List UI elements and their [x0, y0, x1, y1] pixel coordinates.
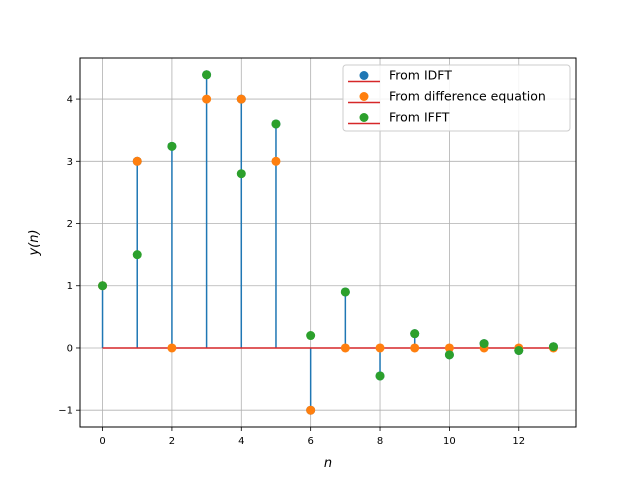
data-point: [306, 331, 316, 341]
data-point: [444, 343, 454, 353]
y-tick-label: 4: [67, 95, 73, 106]
y-axis-label: y(n): [27, 229, 42, 256]
x-tick-label: 12: [512, 436, 525, 447]
data-point: [167, 343, 177, 353]
x-tick-label: 0: [99, 436, 105, 447]
data-point: [132, 156, 142, 166]
data-point: [479, 339, 489, 349]
data-point: [375, 371, 385, 381]
y-tick-label: 1: [67, 281, 73, 292]
data-point: [306, 405, 316, 415]
x-tick-label: 6: [307, 436, 313, 447]
legend-label: From difference equation: [389, 89, 546, 104]
legend-marker-swatch: [359, 92, 369, 101]
legend: From IDFT From difference equation From IF…: [342, 64, 571, 132]
data-point: [202, 70, 212, 80]
data-point: [548, 342, 558, 352]
data-point: [514, 345, 524, 355]
data-markers: [98, 70, 558, 415]
legend-marker-swatch: [359, 113, 369, 122]
data-point: [340, 287, 350, 297]
legend-box: [342, 64, 571, 132]
data-point: [375, 343, 385, 353]
data-point: [202, 94, 212, 104]
x-tick-label: 4: [238, 436, 244, 447]
x-tick-label: 10: [443, 436, 456, 447]
y-tick-label: 0: [67, 343, 73, 354]
x-tick-label: 8: [377, 436, 383, 447]
data-point: [132, 250, 142, 260]
data-point: [236, 169, 246, 179]
data-point: [444, 350, 454, 360]
data-point: [410, 329, 420, 339]
axes-frame: [79, 57, 577, 428]
data-point: [410, 343, 420, 353]
data-point: [98, 281, 108, 291]
data-point: [340, 343, 350, 353]
x-tick-label: 2: [169, 436, 175, 447]
y-tick-label: −1: [58, 406, 73, 417]
legend-label: From IFFT: [389, 110, 450, 125]
data-point: [167, 141, 177, 151]
y-tick-label: 2: [67, 219, 73, 230]
legend-marker-swatch: [359, 71, 369, 80]
legend-label: From IDFT: [389, 68, 452, 83]
y-tick-label: 3: [67, 157, 73, 168]
x-axis-label: n: [324, 456, 332, 471]
data-point: [236, 94, 246, 104]
data-point: [271, 119, 281, 129]
data-point: [271, 156, 281, 166]
